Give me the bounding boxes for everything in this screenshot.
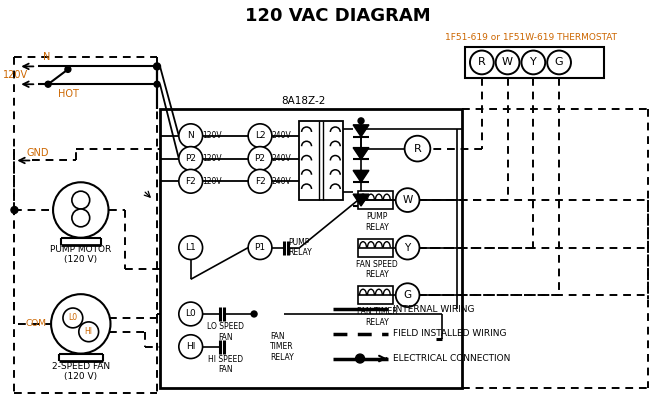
Text: 240V: 240V xyxy=(272,154,291,163)
Text: N: N xyxy=(43,52,50,62)
Text: R: R xyxy=(478,57,486,67)
Circle shape xyxy=(79,322,98,342)
Text: FAN TIMER
RELAY: FAN TIMER RELAY xyxy=(356,307,397,327)
Circle shape xyxy=(396,188,419,212)
Circle shape xyxy=(179,147,202,171)
Circle shape xyxy=(72,191,90,209)
Text: PUMP
RELAY: PUMP RELAY xyxy=(287,238,312,257)
Polygon shape xyxy=(353,171,369,182)
Circle shape xyxy=(251,311,257,317)
Text: Y: Y xyxy=(405,243,411,253)
Text: F2: F2 xyxy=(186,177,196,186)
Circle shape xyxy=(45,81,51,87)
Text: COM: COM xyxy=(25,319,46,328)
Circle shape xyxy=(11,207,18,213)
Text: W: W xyxy=(403,195,413,205)
Text: FAN SPEED
RELAY: FAN SPEED RELAY xyxy=(356,260,398,279)
Circle shape xyxy=(179,169,202,193)
Circle shape xyxy=(154,81,160,87)
Text: P1: P1 xyxy=(255,243,265,252)
Text: 240V: 240V xyxy=(272,177,291,186)
Text: HI: HI xyxy=(186,342,196,351)
Text: F2: F2 xyxy=(255,177,265,186)
Circle shape xyxy=(358,118,364,124)
Text: PUMP
RELAY: PUMP RELAY xyxy=(365,212,389,232)
Text: PUMP MOTOR
(120 V): PUMP MOTOR (120 V) xyxy=(50,245,111,264)
Circle shape xyxy=(396,283,419,307)
Text: L0: L0 xyxy=(68,313,78,323)
Circle shape xyxy=(63,308,83,328)
Text: 1F51-619 or 1F51W-619 THERMOSTAT: 1F51-619 or 1F51W-619 THERMOSTAT xyxy=(446,33,617,42)
Circle shape xyxy=(72,209,90,227)
Text: L1: L1 xyxy=(186,243,196,252)
Circle shape xyxy=(179,335,202,359)
Circle shape xyxy=(396,236,419,259)
Text: 120V: 120V xyxy=(3,70,28,80)
Text: 120V: 120V xyxy=(203,154,222,163)
Circle shape xyxy=(470,51,494,74)
Bar xyxy=(358,191,393,209)
Bar xyxy=(465,47,604,78)
Circle shape xyxy=(153,63,161,70)
Circle shape xyxy=(65,66,71,72)
Text: HI SPEED
FAN: HI SPEED FAN xyxy=(208,355,243,374)
Circle shape xyxy=(248,236,272,259)
Circle shape xyxy=(521,51,545,74)
Circle shape xyxy=(496,51,519,74)
Circle shape xyxy=(547,51,571,74)
Text: L2: L2 xyxy=(255,131,265,140)
Bar xyxy=(358,239,393,256)
Text: 120 VAC DIAGRAM: 120 VAC DIAGRAM xyxy=(245,7,431,25)
Polygon shape xyxy=(353,147,369,160)
Text: G: G xyxy=(403,290,411,300)
Bar xyxy=(299,121,343,200)
Circle shape xyxy=(179,302,202,326)
Text: 240V: 240V xyxy=(272,131,291,140)
Text: P2: P2 xyxy=(255,154,265,163)
Text: W: W xyxy=(502,57,513,67)
Text: 120V: 120V xyxy=(203,177,222,186)
Circle shape xyxy=(248,124,272,147)
Text: 2-SPEED FAN
(120 V): 2-SPEED FAN (120 V) xyxy=(52,362,110,381)
Polygon shape xyxy=(353,125,369,137)
Text: LO SPEED
FAN: LO SPEED FAN xyxy=(207,322,244,341)
Text: P2: P2 xyxy=(185,154,196,163)
Text: 8A18Z-2: 8A18Z-2 xyxy=(281,96,326,106)
Circle shape xyxy=(248,169,272,193)
Bar xyxy=(358,286,393,304)
Circle shape xyxy=(53,182,109,238)
Circle shape xyxy=(405,136,430,161)
Text: G: G xyxy=(555,57,563,67)
Text: ELECTRICAL CONNECTION: ELECTRICAL CONNECTION xyxy=(393,354,510,363)
Text: HOT: HOT xyxy=(58,89,79,99)
Circle shape xyxy=(179,124,202,147)
Text: 120V: 120V xyxy=(203,131,222,140)
Text: HI: HI xyxy=(84,327,92,336)
Circle shape xyxy=(179,236,202,259)
Circle shape xyxy=(248,147,272,171)
Bar xyxy=(160,109,462,388)
Text: FIELD INSTALLED WIRING: FIELD INSTALLED WIRING xyxy=(393,329,507,338)
Text: R: R xyxy=(413,144,421,154)
Text: FAN
TIMER
RELAY: FAN TIMER RELAY xyxy=(270,332,293,362)
Text: Y: Y xyxy=(530,57,537,67)
Text: INTERNAL WIRING: INTERNAL WIRING xyxy=(393,305,474,313)
Text: GND: GND xyxy=(26,147,49,158)
Text: L0: L0 xyxy=(186,310,196,318)
Circle shape xyxy=(51,294,111,354)
Text: N: N xyxy=(188,131,194,140)
Circle shape xyxy=(356,354,364,363)
Polygon shape xyxy=(353,194,369,206)
Circle shape xyxy=(358,197,364,203)
